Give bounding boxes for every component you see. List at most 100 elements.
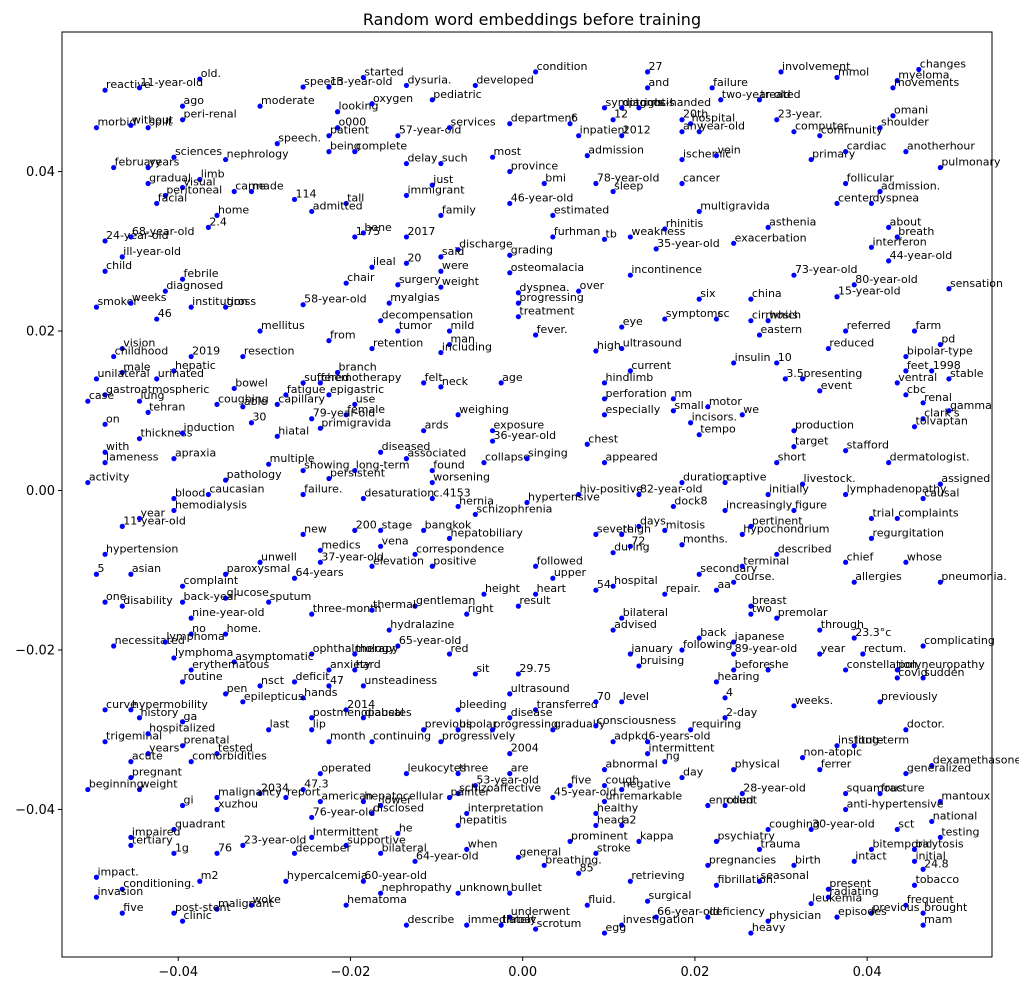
point-label: woke: [252, 893, 281, 906]
point-label: general: [519, 845, 561, 858]
scatter-point: [145, 164, 151, 171]
point-label: found: [433, 459, 465, 472]
scatter-point: [886, 460, 892, 466]
scatter-point: [128, 234, 134, 240]
scatter-point: [240, 842, 246, 848]
scatter-point: [481, 591, 487, 597]
point-label: ga: [184, 710, 198, 723]
point-label: weeks: [132, 291, 167, 304]
point-label: interferon: [872, 235, 926, 248]
point-label: weight: [141, 778, 179, 791]
scatter-point: [834, 74, 840, 81]
point-label: hepatocellular: [364, 790, 443, 803]
point-label: two-year-old: [722, 88, 791, 101]
scatter-point: [670, 503, 676, 510]
scatter-point: [455, 412, 461, 418]
point-label: case: [89, 389, 115, 402]
point-label: previous: [872, 901, 919, 914]
point-label: tolvaptan: [916, 415, 968, 428]
scatter-point: [283, 794, 289, 801]
scatter-point: [601, 460, 608, 466]
scatter-point: [593, 587, 599, 593]
point-label: premolar: [778, 606, 828, 619]
point-label: weeks.: [795, 694, 833, 707]
point-label: doctor.: [907, 718, 945, 731]
point-label: hepatobiliary: [451, 526, 524, 539]
point-label: stable: [950, 367, 984, 380]
scatter-point: [309, 715, 315, 721]
scatter-point: [455, 247, 461, 253]
point-label: hemodialysis: [175, 498, 247, 511]
scatter-point: [696, 296, 702, 302]
scatter-point: [877, 125, 883, 131]
scatter-point: [748, 296, 754, 302]
scatter-point: [102, 739, 108, 745]
scatter-point: [446, 125, 453, 131]
point-label: developed: [476, 73, 534, 86]
scatter-point: [438, 384, 444, 390]
point-label: right-handed: [640, 96, 711, 109]
point-label: polyneuropathy: [898, 658, 985, 671]
point-label: frequent: [907, 893, 955, 906]
point-label: discharge: [459, 238, 513, 251]
scatter-point: [352, 149, 358, 155]
point-label: facial: [158, 191, 188, 204]
scatter-point: [593, 699, 599, 705]
point-label: complicating: [924, 634, 995, 647]
scatter-point: [765, 826, 771, 833]
scatter-point: [731, 579, 737, 585]
point-label: weight: [442, 275, 480, 288]
point-label: treated: [761, 88, 801, 101]
point-label: conditioning.: [123, 877, 194, 890]
scatter-point: [386, 300, 392, 306]
scatter-point: [739, 412, 745, 418]
point-label: hard: [356, 658, 381, 671]
scatter-point: [455, 707, 461, 713]
scatter-point: [455, 890, 461, 896]
point-label: year-old: [700, 120, 745, 133]
scatter-point: [360, 74, 366, 81]
point-label: fluid.: [588, 893, 615, 906]
scatter-point: [541, 180, 547, 187]
point-label: 64-years: [296, 566, 344, 579]
scatter-point: [937, 481, 943, 487]
point-label: bilateral: [623, 606, 668, 619]
scatter-point: [464, 922, 470, 928]
point-label: invasion: [97, 885, 143, 898]
point-label: myeloma: [898, 69, 949, 82]
point-label: we: [743, 403, 759, 416]
point-label: which: [769, 309, 801, 322]
point-label: said: [442, 245, 465, 258]
scatter-point: [601, 798, 608, 805]
scatter-point: [567, 838, 573, 844]
x-tick-label: 0.02: [680, 965, 709, 980]
point-label: nsct: [261, 674, 285, 687]
point-label: short: [778, 451, 807, 464]
scatter-point: [696, 432, 702, 438]
scatter-point: [429, 563, 435, 569]
point-label: and: [649, 76, 670, 89]
point-label: looking: [339, 100, 379, 113]
point-label: cbc: [907, 383, 926, 396]
point-label: figure: [795, 498, 827, 511]
scatter-point: [550, 575, 556, 581]
scatter-point: [343, 280, 349, 286]
point-label: 64-year-old: [416, 849, 479, 862]
point-label: 23-year.: [778, 108, 823, 121]
point-label: ultrasound: [623, 337, 682, 350]
point-label: lip: [313, 718, 326, 731]
point-label: hiv-positive: [580, 483, 644, 496]
point-label: seasonal: [761, 869, 809, 882]
scatter-point: [102, 449, 108, 455]
scatter-point: [679, 479, 685, 486]
scatter-point: [257, 103, 263, 109]
point-label: two: [752, 602, 772, 615]
point-label: peri-renal: [184, 108, 237, 121]
scatter-point: [214, 794, 220, 801]
point-label: coughing: [769, 817, 820, 830]
point-label: pneumonia.: [941, 570, 1006, 583]
scatter-point: [937, 834, 943, 840]
scatter-point: [231, 188, 237, 195]
x-tick-label: −0.04: [158, 965, 198, 980]
point-label: production: [795, 419, 854, 432]
